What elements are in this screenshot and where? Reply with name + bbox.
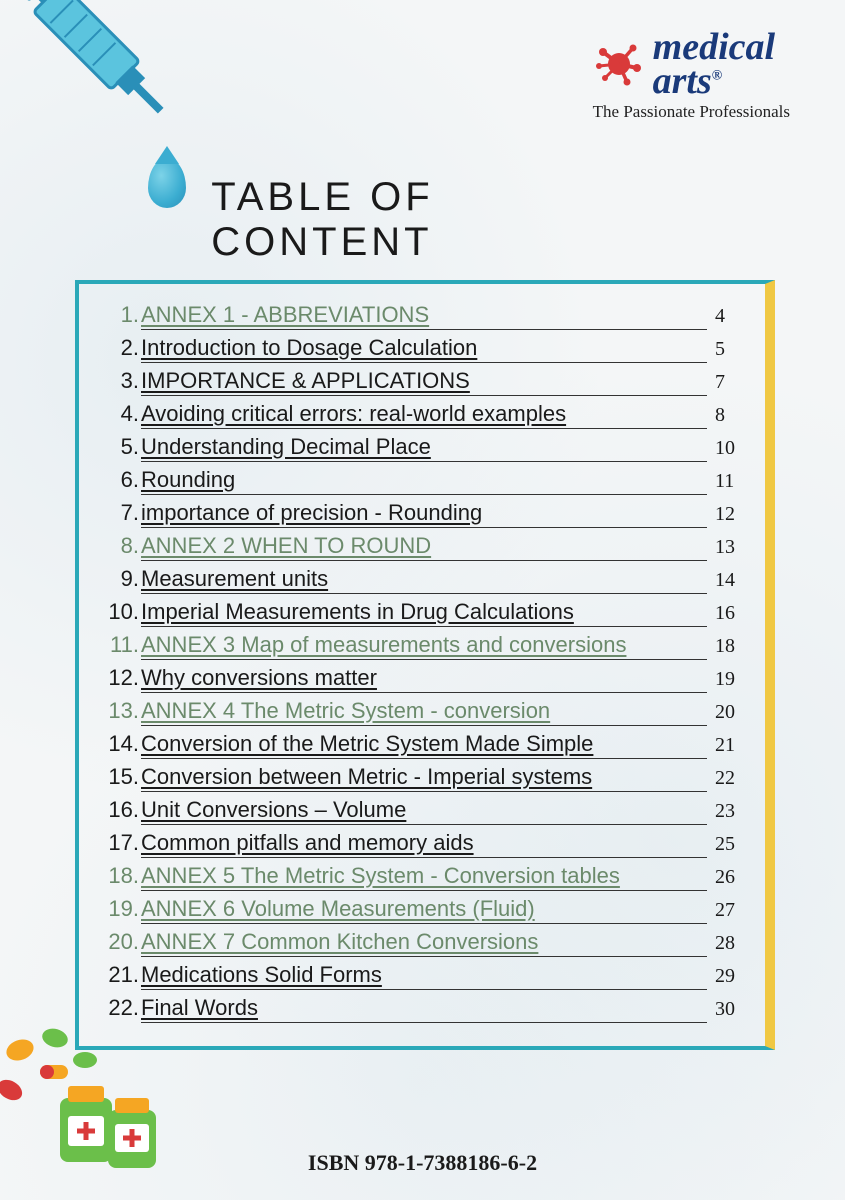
toc-label: Measurement units: [141, 566, 707, 594]
toc-number: 13.: [101, 698, 139, 724]
toc-number: 9.: [101, 566, 139, 592]
toc-page: 5: [715, 338, 751, 361]
logo-line1: medical: [653, 30, 775, 64]
toc-label: Understanding Decimal Place: [141, 434, 707, 462]
toc-number: 11.: [101, 632, 139, 658]
toc-row: 13.ANNEX 4 The Metric System - conversio…: [101, 698, 751, 731]
toc-page: 8: [715, 404, 751, 427]
toc-label: Why conversions matter: [141, 665, 707, 693]
toc-number: 4.: [101, 401, 139, 427]
toc-row: 10.Imperial Measurements in Drug Calcula…: [101, 599, 751, 632]
toc-number: 7.: [101, 500, 139, 526]
logo: medical arts® The Passionate Professiona…: [593, 30, 790, 122]
toc-row: 12.Why conversions matter 19: [101, 665, 751, 698]
toc-row: 4.Avoiding critical errors: real-world e…: [101, 401, 751, 434]
toc-number: 15.: [101, 764, 139, 790]
toc-page: 4: [715, 305, 751, 328]
toc-label: ANNEX 3 Map of measurements and conversi…: [141, 632, 707, 660]
toc-label: Common pitfalls and memory aids: [141, 830, 707, 858]
toc-label: ANNEX 1 - ABBREVIATIONS: [141, 302, 707, 330]
toc-number: 18.: [101, 863, 139, 889]
toc-number: 16.: [101, 797, 139, 823]
toc-page: 29: [715, 965, 751, 988]
toc-number: 2.: [101, 335, 139, 361]
toc-row: 9.Measurement units 14: [101, 566, 751, 599]
toc-page: 28: [715, 932, 751, 955]
toc-number: 14.: [101, 731, 139, 757]
toc-row: 18.ANNEX 5 The Metric System - Conversio…: [101, 863, 751, 896]
toc-row: 14.Conversion of the Metric System Made …: [101, 731, 751, 764]
toc-number: 6.: [101, 467, 139, 493]
toc-page: 13: [715, 536, 751, 559]
toc-row: 6.Rounding 11: [101, 467, 751, 500]
toc-page: 10: [715, 437, 751, 460]
toc-label: Avoiding critical errors: real-world exa…: [141, 401, 707, 429]
toc-label: ANNEX 6 Volume Measurements (Fluid): [141, 896, 707, 924]
toc-label: Conversion between Metric - Imperial sys…: [141, 764, 707, 792]
toc-number: 21.: [101, 962, 139, 988]
toc-page: 21: [715, 734, 751, 757]
toc-row: 2.Introduction to Dosage Calculation 5: [101, 335, 751, 368]
toc-label: Conversion of the Metric System Made Sim…: [141, 731, 707, 759]
toc-label: Unit Conversions – Volume: [141, 797, 707, 825]
toc-page: 14: [715, 569, 751, 592]
toc-row: 7.importance of precision - Rounding 12: [101, 500, 751, 533]
toc-page: 12: [715, 503, 751, 526]
toc-number: 8.: [101, 533, 139, 559]
toc-number: 22.: [101, 995, 139, 1021]
toc-number: 1.: [101, 302, 139, 328]
toc-number: 17.: [101, 830, 139, 856]
toc-label: IMPORTANCE & APPLICATIONS: [141, 368, 707, 396]
logo-line2: arts: [653, 60, 712, 102]
toc-page: 16: [715, 602, 751, 625]
toc-row: 8.ANNEX 2 WHEN TO ROUND 13: [101, 533, 751, 566]
toc-number: 20.: [101, 929, 139, 955]
toc-row: 16.Unit Conversions – Volume 23: [101, 797, 751, 830]
toc-label: ANNEX 7 Common Kitchen Conversions: [141, 929, 707, 957]
toc-label: ANNEX 2 WHEN TO ROUND: [141, 533, 707, 561]
toc-page: 23: [715, 800, 751, 823]
toc-row: 21.Medications Solid Forms 29: [101, 962, 751, 995]
toc-number: 19.: [101, 896, 139, 922]
toc-number: 3.: [101, 368, 139, 394]
toc-row: 3.IMPORTANCE & APPLICATIONS 7: [101, 368, 751, 401]
toc-label: importance of precision - Rounding: [141, 500, 707, 528]
pills-decoration-icon: [0, 1020, 210, 1180]
toc-page: 25: [715, 833, 751, 856]
toc-page: 30: [715, 998, 751, 1021]
toc-row: 20.ANNEX 7 Common Kitchen Conversions 28: [101, 929, 751, 962]
toc-page: 20: [715, 701, 751, 724]
toc-label: Introduction to Dosage Calculation: [141, 335, 707, 363]
toc-row: 1.ANNEX 1 - ABBREVIATIONS 4: [101, 302, 751, 335]
toc-row: 5.Understanding Decimal Place 10: [101, 434, 751, 467]
logo-tagline: The Passionate Professionals: [593, 102, 790, 122]
toc-label: ANNEX 5 The Metric System - Conversion t…: [141, 863, 707, 891]
toc-page: 27: [715, 899, 751, 922]
toc-page: 19: [715, 668, 751, 691]
toc-label: Final Words: [141, 995, 707, 1023]
toc-number: 10.: [101, 599, 139, 625]
toc-number: 5.: [101, 434, 139, 460]
toc-container: 1.ANNEX 1 - ABBREVIATIONS 4 2.Introduction…: [75, 280, 775, 1050]
toc-label: Rounding: [141, 467, 707, 495]
toc-label: Medications Solid Forms: [141, 962, 707, 990]
toc-row: 11.ANNEX 3 Map of measurements and conve…: [101, 632, 751, 665]
isbn-text: ISBN 978-1-7388186-6-2: [308, 1150, 537, 1176]
toc-number: 12.: [101, 665, 139, 691]
toc-page: 18: [715, 635, 751, 658]
toc-page: 7: [715, 371, 751, 394]
page-title: TABLE OF CONTENT: [211, 175, 634, 265]
toc-page: 11: [715, 470, 751, 493]
toc-label: ANNEX 4 The Metric System - conversion: [141, 698, 707, 726]
splat-icon: [593, 38, 645, 90]
toc-label: Imperial Measurements in Drug Calculatio…: [141, 599, 707, 627]
toc-row: 19.ANNEX 6 Volume Measurements (Fluid) 27: [101, 896, 751, 929]
toc-page: 22: [715, 767, 751, 790]
toc-row: 17.Common pitfalls and memory aids 25: [101, 830, 751, 863]
toc-page: 26: [715, 866, 751, 889]
toc-row: 15.Conversion between Metric - Imperial …: [101, 764, 751, 797]
